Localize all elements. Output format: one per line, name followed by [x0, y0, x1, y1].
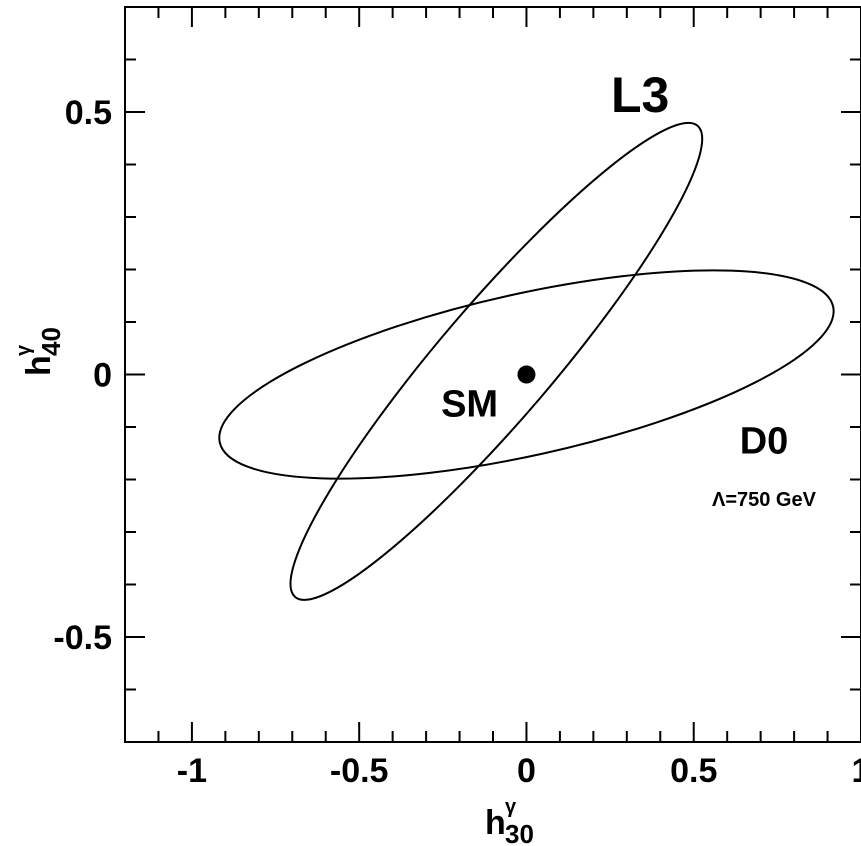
x-axis-title-base: h [485, 804, 506, 842]
x-tick-label: 0 [517, 752, 536, 790]
label-l3: L3 [611, 67, 669, 123]
y-axis-title-sub: 40 [36, 327, 66, 356]
label-lambda: Λ=750 GeV [712, 489, 817, 511]
y-axis-title-sup: γ [13, 344, 35, 356]
y-axis-title: h γ 40 [13, 327, 66, 376]
x-tick-label: 1 [852, 752, 861, 790]
label-d0: D0 [740, 420, 789, 462]
point-sm [517, 365, 536, 384]
series-layer [218, 121, 835, 601]
y-tick-labels: -0.5 0 0.5 [53, 94, 112, 657]
y-tick-label: 0 [93, 357, 112, 395]
x-axis-title-sup: γ [505, 796, 517, 818]
x-tick-label: -1 [177, 752, 207, 790]
annotations: L3 SM D0 Λ=750 GeV [441, 67, 817, 511]
y-tick-label: 0.5 [65, 94, 112, 132]
y-axis-title-base: h [20, 355, 58, 376]
ticks [125, 7, 861, 742]
plot-frame [124, 6, 861, 743]
x-axis-title: h γ 30 [485, 796, 534, 846]
x-tick-label: -0.5 [330, 752, 389, 790]
x-axis-title-sub: 30 [505, 819, 534, 846]
contour-l3 [289, 121, 704, 601]
label-sm: SM [441, 384, 498, 426]
x-tick-labels: -1 -0.5 0 0.5 1 [177, 752, 861, 790]
y-tick-label: -0.5 [53, 619, 112, 657]
x-tick-label: 0.5 [670, 752, 717, 790]
contour-d0 [218, 269, 835, 480]
